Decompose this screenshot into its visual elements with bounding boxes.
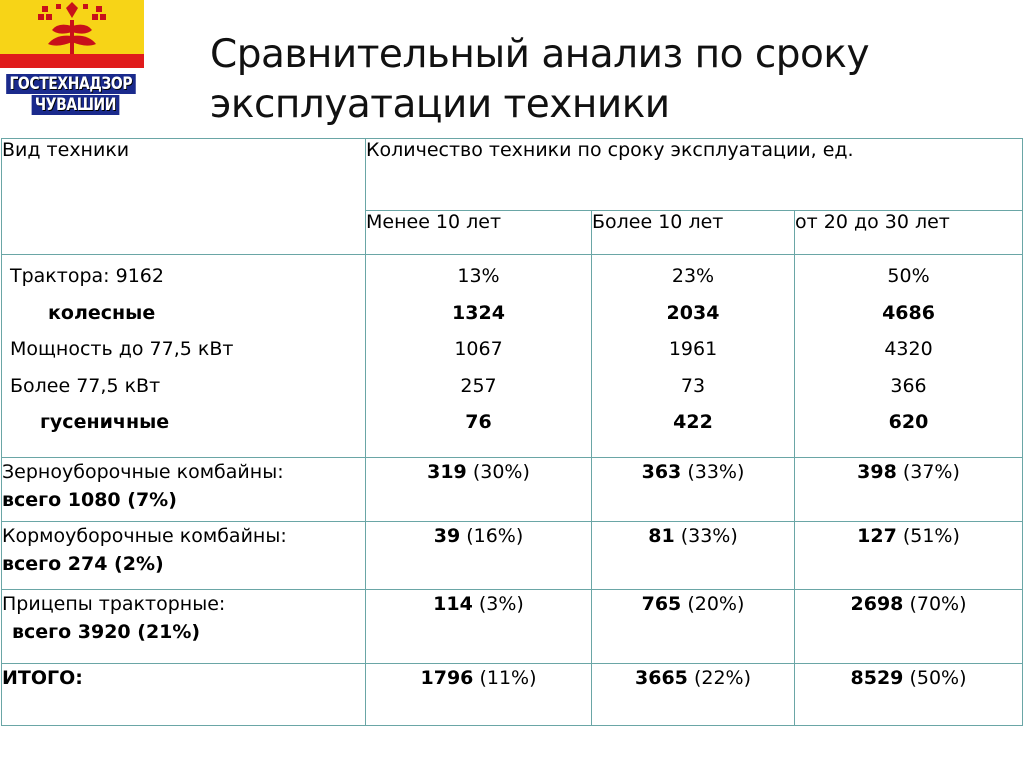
total-20-30-pct: (50%) (909, 667, 967, 689)
tractors-20-30-share: 50% (887, 265, 930, 287)
tractors-20-30-power-low: 4320 (884, 338, 933, 360)
combines-label: Зерноуборочные комбайны: (2, 461, 284, 483)
total-gt10-cell: 3665 (22%) (591, 663, 795, 726)
total-label-cell: ИТОГО: (1, 663, 366, 726)
tractors-gt10-wheeled: 2034 (666, 301, 720, 324)
table-row-combines: Зерноуборочные комбайны: всего 1080 (7%)… (1, 457, 1024, 522)
table-row-tractors: Трактора: 9162 колесные Мощность до 77,5… (1, 254, 1024, 458)
badge-line-1: ГОСТЕХНАДЗОР (6, 74, 136, 94)
forage-label-cell: Кормоуборочные комбайны: всего 274 (2%) (1, 521, 366, 590)
power-high-label: Более 77,5 кВт (10, 374, 161, 397)
forage-20-30-pct: (51%) (902, 525, 960, 547)
tractors-gt10-power-high: 73 (680, 374, 706, 397)
trailers-lt10-cell: 114 (3%) (365, 589, 592, 664)
forage-label: Кормоуборочные комбайны: (2, 525, 287, 547)
tractors-20-30-cell: 50% 4686 4320 366 620 (793, 254, 1024, 458)
tractors-20-30-power-high: 366 (890, 374, 927, 397)
badge-line-2: ЧУВАШИИ (31, 95, 119, 115)
forage-gt10-cell: 81 (33%) (591, 521, 795, 590)
tractors-gt10-cell: 23% 2034 1961 73 422 (591, 254, 795, 458)
header-type-cell: Вид техники (1, 138, 366, 255)
tractors-lt10-power-high: 257 (460, 374, 497, 397)
trailers-gt10-pct: (20%) (687, 593, 745, 615)
trailers-lt10-count: 114 (433, 593, 473, 615)
wheeled-label: колесные (48, 301, 156, 324)
header-subrow: Менее 10 лет Более 10 лет от 20 до 30 ле… (2, 210, 1024, 255)
tractors-lt10-share: 13% (457, 265, 500, 287)
tractors-lt10-tracked: 76 (465, 411, 492, 433)
header-count-label: Количество техники по сроку эксплуатации… (366, 139, 854, 161)
column-header-20-30: от 20 до 30 лет (793, 210, 1024, 255)
trailers-total: всего 3920 (21%) (12, 621, 201, 643)
combines-lt10-cell: 319 (30%) (365, 457, 592, 522)
tractors-total-label: Трактора: 9162 (10, 265, 164, 287)
total-20-30-count: 8529 (850, 667, 904, 689)
trailers-20-30-pct: (70%) (909, 593, 967, 615)
forage-lt10-cell: 39 (16%) (365, 521, 592, 590)
trailers-lt10-pct: (3%) (478, 593, 524, 615)
trailers-label: Прицепы тракторные: (2, 593, 226, 615)
combines-lt10-count: 319 (427, 461, 467, 483)
forage-20-30-count: 127 (857, 525, 897, 547)
tractors-20-30-tracked: 620 (888, 411, 929, 433)
tractors-lt10-wheeled: 1324 (452, 301, 505, 324)
combines-gt10-cell: 363 (33%) (591, 457, 795, 522)
forage-20-30-cell: 127 (51%) (793, 521, 1024, 590)
tractors-lt10-power-low: 1067 (454, 338, 503, 360)
tractors-lt10-cell: 13% 1324 1067 257 76 (365, 254, 592, 458)
total-gt10-pct: (22%) (693, 667, 751, 689)
trailers-20-30-cell: 2698 (70%) (793, 589, 1024, 664)
total-lt10-cell: 1796 (11%) (365, 663, 592, 726)
table-row-total: ИТОГО: 1796 (11%) 3665 (22%) 8529 (50%) (1, 663, 1024, 726)
combines-total: всего 1080 (7%) (2, 489, 177, 511)
combines-lt10-pct: (30%) (472, 461, 530, 483)
forage-gt10-count: 81 (648, 525, 675, 547)
total-gt10-count: 3665 (635, 667, 688, 689)
tractors-gt10-tracked: 422 (673, 411, 713, 433)
total-lt10-pct: (11%) (479, 667, 537, 689)
column-header-gt10: Более 10 лет (591, 210, 795, 255)
chuvashia-emblem (0, 0, 144, 68)
trailers-gt10-cell: 765 (20%) (591, 589, 795, 664)
forage-total: всего 274 (2%) (2, 553, 164, 575)
table-row-forage: Кормоуборочные комбайны: всего 274 (2%) … (1, 521, 1024, 590)
total-label: ИТОГО: (2, 667, 83, 689)
trailers-gt10-count: 765 (641, 593, 682, 615)
page-title: Сравнительный анализ по сроку эксплуатац… (210, 32, 870, 127)
total-20-30-cell: 8529 (50%) (793, 663, 1024, 726)
power-low-label: Мощность до 77,5 кВт (10, 338, 234, 360)
header-row: Вид техники Количество техники по сроку … (1, 138, 1024, 255)
tractors-labels-cell: Трактора: 9162 колесные Мощность до 77,5… (1, 254, 366, 458)
column-header-lt10: Менее 10 лет (365, 210, 592, 255)
combines-20-30-count: 398 (857, 461, 897, 483)
tractors-gt10-share: 23% (671, 265, 715, 287)
combines-gt10-pct: (33%) (687, 461, 745, 483)
total-lt10-count: 1796 (420, 667, 474, 689)
trailers-20-30-count: 2698 (850, 593, 904, 615)
forage-gt10-pct: (33%) (680, 525, 738, 547)
tractors-gt10-power-low: 1961 (668, 338, 718, 360)
header-type-label: Вид техники (2, 139, 130, 161)
tractors-20-30-wheeled: 4686 (882, 301, 935, 324)
trailers-label-cell: Прицепы тракторные: всего 3920 (21%) (1, 589, 366, 664)
combines-label-cell: Зерноуборочные комбайны: всего 1080 (7%) (1, 457, 366, 522)
emblem-flag-icon (0, 0, 144, 68)
table-row-trailers: Прицепы тракторные: всего 3920 (21%) 114… (1, 589, 1024, 664)
header-count-cell: Количество техники по сроку эксплуатации… (364, 138, 1024, 211)
comparison-table: Вид техники Количество техники по сроку … (1, 138, 1024, 726)
forage-lt10-pct: (16%) (466, 525, 524, 547)
combines-20-30-pct: (37%) (902, 461, 960, 483)
combines-20-30-cell: 398 (37%) (793, 457, 1024, 522)
gostekhnadzor-badge: ГОСТЕХНАДЗОР ЧУВАШИИ (0, 74, 150, 115)
combines-gt10-count: 363 (641, 461, 682, 483)
tracked-label: гусеничные (40, 411, 170, 433)
forage-lt10-count: 39 (433, 525, 461, 547)
